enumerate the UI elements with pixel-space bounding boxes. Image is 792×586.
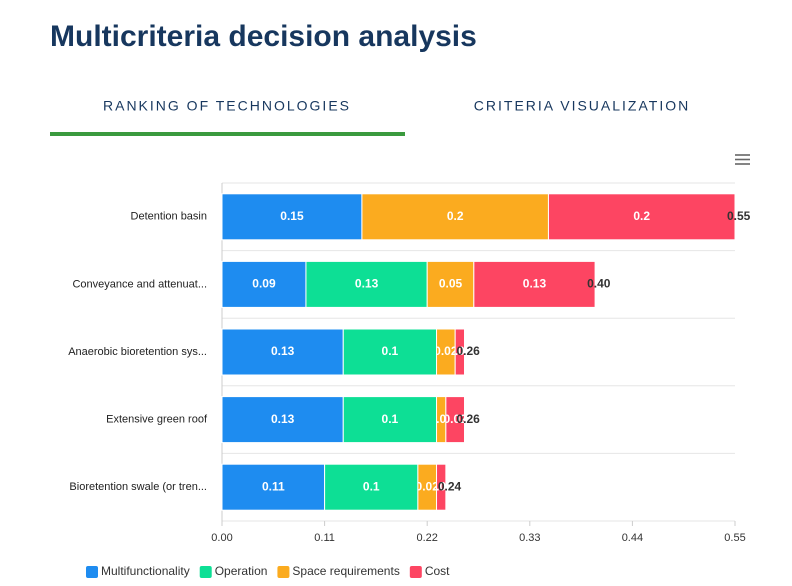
bar-segment bbox=[473, 260, 596, 308]
bar-segment bbox=[305, 260, 428, 308]
total-label: 0.26 bbox=[457, 344, 481, 358]
data-label: 0.13 bbox=[523, 277, 547, 291]
data-label: 0.01 bbox=[430, 412, 454, 426]
y-tick-label: Bioretention swale (or tren... bbox=[69, 481, 207, 493]
x-tick-label: 0.55 bbox=[724, 532, 745, 544]
y-tick-label: Anaerobic bioretention sys... bbox=[68, 346, 207, 358]
data-label: 0.02 bbox=[434, 344, 458, 358]
legend-swatch bbox=[199, 566, 212, 578]
data-label: 0.01 bbox=[430, 479, 454, 493]
bar-segment bbox=[454, 328, 466, 376]
data-label: 0.2 bbox=[447, 209, 464, 223]
total-label: 0.40 bbox=[587, 277, 611, 291]
bar-segment bbox=[547, 193, 736, 241]
data-label: 0.13 bbox=[355, 277, 379, 291]
bar-segment bbox=[342, 328, 438, 376]
bar-segment bbox=[445, 396, 466, 444]
x-tick-label: 0.00 bbox=[211, 532, 232, 544]
data-label: 0.1 bbox=[382, 344, 399, 358]
bar-segment bbox=[221, 193, 363, 241]
page-title: Multicriteria decision analysis bbox=[50, 20, 477, 53]
tab[interactable]: RANKING OF TECHNOLOGIES bbox=[103, 98, 351, 114]
tab[interactable]: CRITERIA VISUALIZATION bbox=[474, 98, 690, 114]
total-label: 0.55 bbox=[727, 209, 751, 223]
total-label: 0.26 bbox=[457, 412, 481, 426]
legend-label: Space requirements bbox=[292, 564, 399, 578]
legend-label: Cost bbox=[425, 564, 450, 578]
data-label: 0.13 bbox=[271, 344, 295, 358]
data-label: 0.01 bbox=[448, 344, 472, 358]
data-label: 0.02 bbox=[444, 412, 468, 426]
bar-segment bbox=[221, 463, 326, 511]
legend-label: Operation bbox=[215, 564, 268, 578]
data-label: 0.1 bbox=[382, 412, 399, 426]
data-label: 0.1 bbox=[363, 479, 380, 493]
menu-icon[interactable] bbox=[735, 154, 750, 165]
data-label: 0.05 bbox=[439, 277, 463, 291]
y-tick-label: Conveyance and attenuat... bbox=[72, 278, 207, 290]
legend-swatch bbox=[277, 566, 290, 578]
bar-segment bbox=[221, 328, 344, 376]
data-label: 0.15 bbox=[280, 209, 304, 223]
bar-segment bbox=[342, 396, 438, 444]
x-tick-label: 0.33 bbox=[519, 532, 540, 544]
x-tick-label: 0.44 bbox=[622, 532, 643, 544]
legend-swatch bbox=[409, 566, 422, 578]
data-label: 0.2 bbox=[633, 209, 650, 223]
y-tick-label: Extensive green roof bbox=[106, 414, 208, 426]
data-label: 0.13 bbox=[271, 412, 295, 426]
bar-segment bbox=[361, 193, 549, 241]
legend-label: Multifunctionality bbox=[101, 564, 190, 578]
x-tick-label: 0.11 bbox=[314, 532, 335, 544]
y-tick-label: Detention basin bbox=[131, 211, 207, 223]
bar-segment bbox=[436, 463, 447, 511]
active-tab-indicator bbox=[50, 132, 405, 136]
total-label: 0.24 bbox=[438, 479, 462, 493]
data-label: 0.11 bbox=[262, 479, 285, 493]
data-label: 0.09 bbox=[252, 277, 276, 291]
x-tick-label: 0.22 bbox=[416, 532, 437, 544]
bar-segment bbox=[426, 260, 475, 308]
legend-swatch bbox=[86, 566, 98, 578]
bar-segment bbox=[324, 463, 419, 511]
data-label: 0.02 bbox=[416, 479, 440, 493]
bar-segment bbox=[221, 396, 344, 444]
